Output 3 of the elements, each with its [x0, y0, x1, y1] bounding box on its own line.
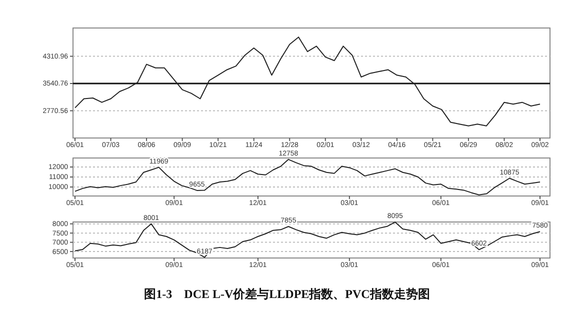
line-series [74, 36, 540, 126]
text: 图1-3 DCE L-V价差与LLDPE指数、PVC指数走势图 [144, 287, 430, 301]
line-series [74, 158, 540, 196]
